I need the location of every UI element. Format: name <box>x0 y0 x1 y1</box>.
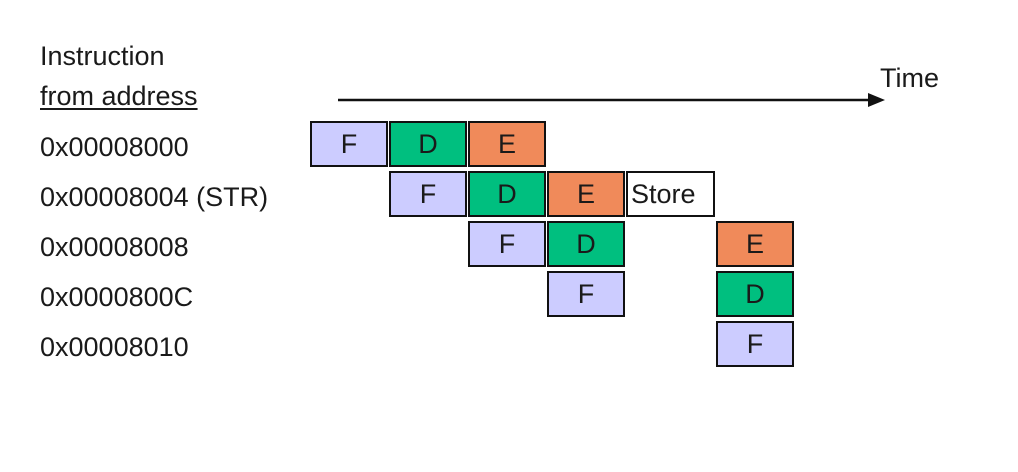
row1-execute-cell: E <box>547 171 625 217</box>
row1-decode-cell: D <box>468 171 546 217</box>
row2-fetch-cell: F <box>468 221 546 267</box>
row0-fetch-cell: F <box>310 121 388 167</box>
row2-decode-cell: D <box>547 221 625 267</box>
row-address-3: 0x0000800C <box>40 282 194 312</box>
row-address-0: 0x00008000 <box>40 132 189 162</box>
row-address-1: 0x00008004 (STR) <box>40 182 269 212</box>
row3-fetch-cell: F <box>547 271 625 317</box>
row1-store-cell: Store <box>626 171 715 217</box>
row0-decode-cell: D <box>389 121 467 167</box>
row1-fetch-cell: F <box>389 171 467 217</box>
row-address-4: 0x00008010 <box>40 332 189 362</box>
time-label: Time <box>880 63 939 93</box>
row2-execute-cell: E <box>716 221 794 267</box>
header-address-label: from address <box>40 81 198 111</box>
header-instruction-label: Instruction <box>40 41 165 71</box>
row-address-2: 0x00008008 <box>40 232 189 262</box>
row3-decode-cell: D <box>716 271 794 317</box>
row4-fetch-cell: F <box>716 321 794 367</box>
row0-execute-cell: E <box>468 121 546 167</box>
